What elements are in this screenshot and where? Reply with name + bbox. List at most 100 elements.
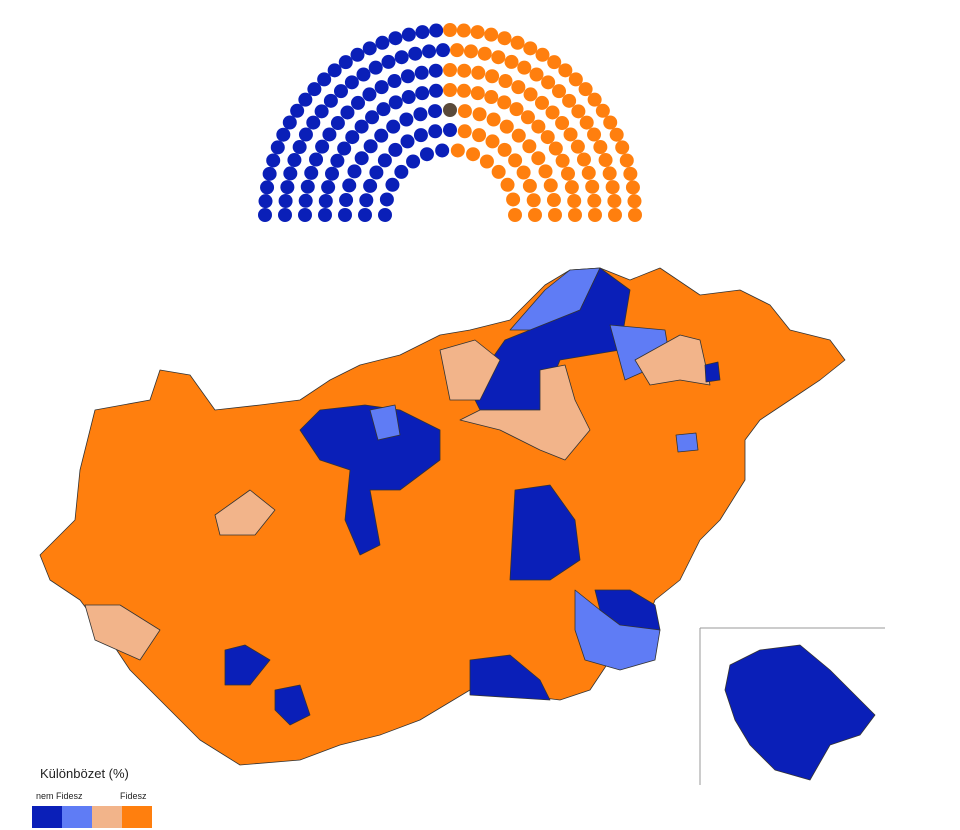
seat [323,93,338,108]
seat [486,112,501,127]
seat [508,208,522,222]
seat [625,180,640,195]
seat [415,25,430,40]
seat [344,75,359,90]
seat [419,147,434,162]
seat [540,130,555,145]
seat [266,153,281,168]
seat [466,147,481,162]
seat [378,208,392,222]
seat [443,63,457,77]
seat [298,127,313,142]
seat [330,153,345,168]
seat [315,139,330,154]
parliament-seats [258,23,642,222]
seat [568,208,582,222]
seat [435,143,450,158]
seat [377,153,392,168]
seat [619,153,634,168]
seat [588,208,602,222]
seat [350,47,365,62]
seat [491,50,506,65]
seat [388,95,403,110]
district [439,339,501,401]
legend-label: Fidesz [120,791,147,801]
seat [429,83,444,98]
seat [609,127,624,142]
seat [422,44,437,59]
seat [282,115,297,130]
seat [479,154,494,169]
seat [607,194,622,209]
seat [375,35,390,50]
seat [276,127,291,142]
seat [381,54,396,69]
seat [388,142,403,157]
seat [485,134,500,149]
seat [472,128,487,143]
seat [337,141,352,156]
district [214,489,276,536]
legend-swatch [122,806,152,828]
seat [287,153,302,168]
seat [307,82,322,97]
seat [578,82,593,97]
seat [456,23,471,38]
seat [322,127,337,142]
seat [552,84,567,99]
seat [309,152,324,167]
seat [500,177,515,192]
seat [304,165,319,180]
seat [598,153,613,168]
seat [593,140,608,155]
seat [379,192,394,207]
district [509,484,581,581]
seat [298,193,313,208]
seat [363,139,378,154]
seat [555,153,570,168]
seat [562,93,577,108]
district [274,684,311,726]
seat [435,43,450,58]
seat [470,25,485,40]
seat [484,27,499,42]
seat [429,23,444,38]
seat [283,166,298,181]
seat [443,103,457,117]
seat [385,177,400,192]
seat [543,178,558,193]
seat [387,74,402,89]
seat [623,166,638,181]
seat [270,140,285,155]
seat [394,164,409,179]
seat [567,194,582,209]
seat [506,192,521,207]
seat [581,165,596,180]
seat [362,87,377,102]
seat [401,90,416,105]
seat [318,208,332,222]
seat [327,63,342,78]
seat [522,178,537,193]
seat [587,92,602,107]
seat [548,141,563,156]
seat [529,67,544,82]
seat [333,84,348,99]
seat [587,127,602,142]
seat [563,127,578,142]
seat [456,83,471,98]
seat [369,165,384,180]
seat [374,80,389,95]
legend-swatches [32,806,152,828]
seat [558,63,573,78]
seat [548,208,562,222]
seat [568,72,583,87]
seat [406,154,421,169]
seat [546,193,561,208]
seat [317,72,332,87]
budapest-inset [699,627,885,785]
legend-swatch [32,806,62,828]
seat [457,63,472,78]
seat [497,31,512,46]
